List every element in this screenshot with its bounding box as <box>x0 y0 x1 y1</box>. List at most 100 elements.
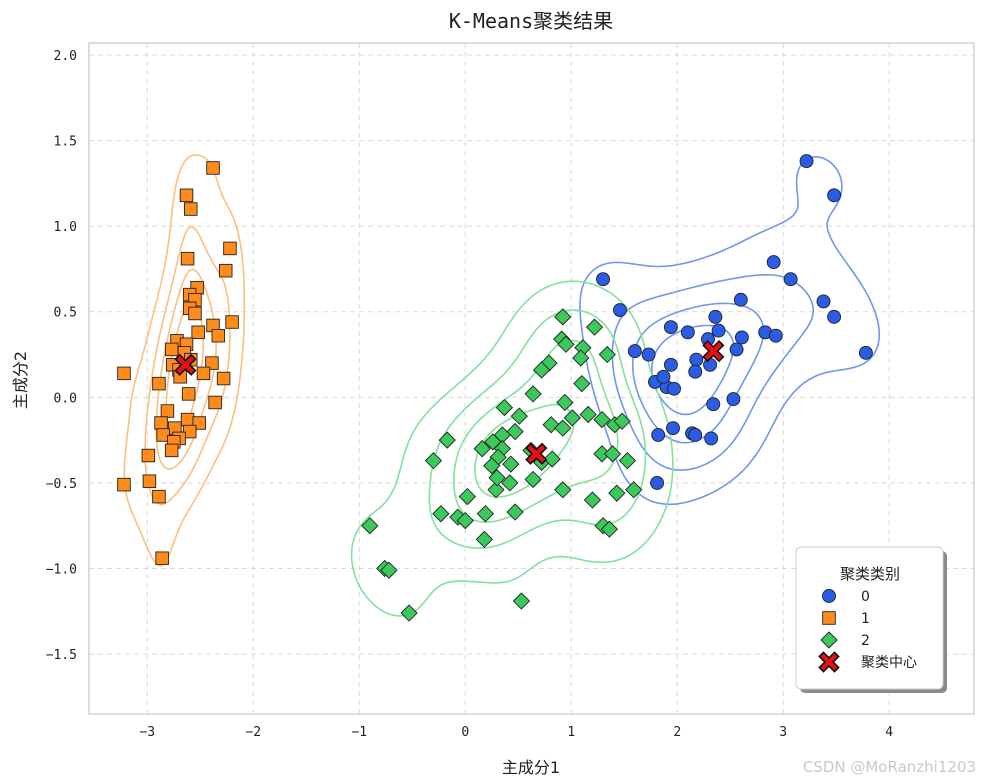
cluster-2-point <box>473 440 491 458</box>
legend-marker-x <box>818 651 840 673</box>
cluster-1-point <box>216 371 231 386</box>
y-tick-label: 0.5 <box>54 306 77 321</box>
x-tick-label: −3 <box>139 725 155 740</box>
cluster-centers <box>174 339 725 465</box>
cluster-2-point <box>556 393 574 412</box>
cluster-2-point <box>598 345 616 364</box>
cluster-1-point <box>191 325 205 340</box>
cluster-0-point <box>799 154 814 169</box>
cluster-2-point <box>579 405 597 424</box>
cluster-1-point <box>180 251 195 266</box>
cluster-2-point <box>495 398 514 417</box>
cluster-0-point <box>816 294 831 309</box>
cluster-2-point <box>613 412 631 430</box>
cluster-2-point <box>432 505 450 523</box>
cluster-0-point <box>726 392 741 406</box>
cluster-2-point <box>506 503 524 521</box>
cluster-2-point <box>424 452 443 470</box>
cluster-0-point <box>656 369 671 384</box>
cluster-2-point <box>502 455 520 473</box>
x-tick-label: 3 <box>779 725 787 740</box>
cluster-1-point <box>152 489 166 504</box>
y-tick-label: 1.5 <box>54 135 77 150</box>
y-tick-label: −1.0 <box>46 563 77 578</box>
cluster-1-point <box>155 551 169 565</box>
axis-ticks: −3 −2 −1 0 1 2 3 4 2.0 1.5 1.0 0.5 0.0 −0.5 −1.0 −1.5 <box>46 49 894 740</box>
cluster-0-point <box>729 342 744 357</box>
cluster-2-point <box>488 469 506 487</box>
density-contour-line <box>350 280 674 617</box>
cluster-0-point <box>596 272 610 287</box>
cluster-2-point <box>554 419 572 437</box>
cluster-2-point <box>361 517 379 535</box>
cluster-2-point <box>524 470 542 489</box>
cluster-0-point <box>734 330 749 345</box>
cluster-2-point <box>563 409 581 427</box>
cluster-2-point <box>475 530 493 549</box>
x-tick-label: −2 <box>245 725 261 740</box>
cluster-1-point <box>223 241 237 256</box>
watermark: CSDN @MoRanzhi1203 <box>803 758 976 776</box>
cluster-0-point <box>627 344 642 359</box>
cluster-2-point <box>512 592 531 610</box>
cluster-0-point <box>706 397 721 412</box>
cluster-2-point <box>572 349 590 367</box>
chart-title: K-Means聚类结果 <box>449 9 613 33</box>
cluster-2-point <box>557 335 575 353</box>
cluster-2-point <box>600 520 619 538</box>
cluster-2-point <box>573 374 591 393</box>
cluster-1-point <box>179 188 194 203</box>
cluster-2-point <box>593 410 611 429</box>
cluster-0-point <box>667 381 682 396</box>
cluster-0-point <box>704 431 719 446</box>
cluster-0-point <box>711 323 726 338</box>
cluster-0-point <box>613 303 627 317</box>
cluster-0-point <box>666 421 680 436</box>
cluster-1-point <box>206 161 220 175</box>
density-contour-line <box>579 156 881 506</box>
cluster-2-point <box>532 361 551 379</box>
cluster-1-point <box>160 404 175 418</box>
cluster-1-point <box>180 412 195 427</box>
legend: 聚类类别 0 1 2 聚类中心 <box>795 546 947 693</box>
cluster-1-point <box>182 424 197 439</box>
cluster-1-point <box>208 395 222 410</box>
density-contours <box>123 154 881 617</box>
legend-marker-diamond <box>820 631 838 649</box>
cluster-0-point <box>688 428 703 442</box>
cluster-2-point <box>510 407 528 425</box>
cluster-0-point <box>663 320 678 335</box>
y-tick-label: 0.0 <box>54 391 77 406</box>
legend-label: 1 <box>861 611 870 627</box>
data-points <box>117 154 873 622</box>
cluster-2-point <box>438 431 456 449</box>
cluster-0-point <box>733 292 748 307</box>
cluster-2-point <box>476 505 495 523</box>
plot-frame <box>88 42 975 715</box>
cluster-1-point <box>225 315 239 329</box>
legend-label: 聚类中心 <box>861 655 917 671</box>
cluster-1-point <box>117 366 131 381</box>
cluster-2-point <box>524 385 542 403</box>
x-axis-label: 主成分1 <box>502 758 560 777</box>
cluster-1-point <box>183 202 198 216</box>
cluster-1-point <box>164 443 179 458</box>
cluster-2-point <box>603 445 622 463</box>
cluster-0-point <box>827 188 842 203</box>
cluster-1-point <box>164 342 179 357</box>
cluster-1-point <box>156 428 170 442</box>
cluster-2-point <box>543 450 561 468</box>
cluster-1-point <box>205 356 219 370</box>
y-tick-label: 2.0 <box>54 49 77 64</box>
legend-title: 聚类类别 <box>840 565 900 583</box>
cluster-2-point <box>608 484 626 502</box>
x-tick-label: −1 <box>351 725 367 740</box>
cluster-2-point <box>483 457 501 475</box>
cluster-0-point <box>858 345 873 360</box>
cluster-1-point <box>196 366 211 381</box>
cluster-2-point <box>554 308 572 326</box>
cluster-2-point <box>400 604 418 622</box>
cluster-center-marker <box>174 353 197 376</box>
cluster-2-point <box>456 511 474 530</box>
cluster-0-point <box>827 309 842 324</box>
